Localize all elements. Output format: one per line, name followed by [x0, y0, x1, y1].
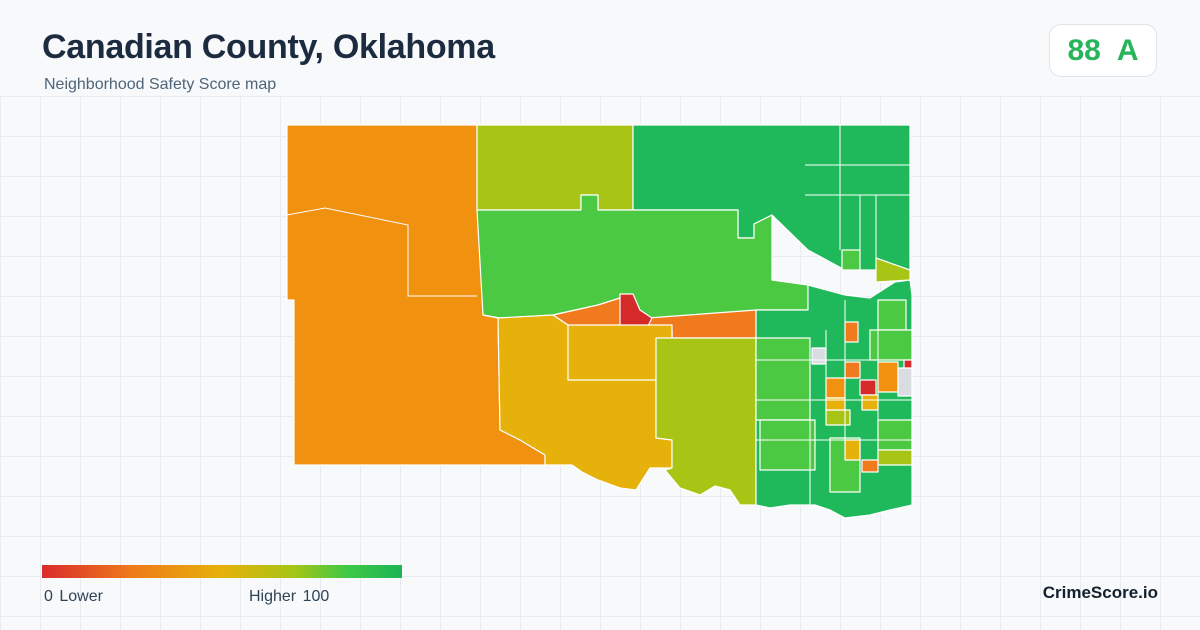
southeast-region[interactable]	[655, 337, 757, 506]
page-subtitle: Neighborhood Safety Score map	[44, 76, 277, 93]
no-data-tract-2[interactable]	[897, 367, 913, 397]
tract-boundaries	[286, 125, 912, 505]
north-central-region[interactable]	[476, 124, 634, 211]
east-light-green-5[interactable]	[869, 329, 913, 361]
legend-max-value: 100	[302, 588, 330, 605]
east-red-1[interactable]	[859, 379, 877, 396]
legend-min-value: 0	[44, 588, 53, 605]
east-amber-3[interactable]	[861, 394, 879, 411]
brand-logo-text[interactable]: CrimeScore.io	[1042, 583, 1158, 602]
east-orange-4[interactable]	[844, 361, 861, 379]
legend-gradient-bar	[42, 565, 402, 578]
east-light-green-7[interactable]	[841, 249, 861, 271]
east-orange-5[interactable]	[861, 459, 879, 473]
legend-max-label: Higher	[249, 588, 297, 605]
no-data-tract-1[interactable]	[811, 347, 827, 365]
east-yellow-green-1[interactable]	[875, 257, 911, 283]
east-orange-2[interactable]	[877, 361, 899, 393]
score-grade: A	[1116, 33, 1139, 67]
east-light-green-1[interactable]	[755, 337, 811, 421]
east-orange-3[interactable]	[825, 377, 846, 399]
east-light-green-4[interactable]	[877, 299, 907, 331]
legend-low: 0 Lower	[42, 588, 103, 606]
score-badge: 88 A	[1049, 24, 1157, 77]
east-amber-2[interactable]	[844, 439, 861, 461]
legend-high: Higher 100	[249, 588, 331, 606]
east-yellow-green-2[interactable]	[825, 409, 851, 426]
score-value: 88	[1067, 33, 1101, 67]
east-yellow-green-3[interactable]	[877, 449, 913, 466]
page-title: Canadian County, Oklahoma	[42, 28, 495, 66]
east-light-green-2[interactable]	[759, 419, 816, 471]
east-orange-1[interactable]	[844, 321, 859, 343]
east-light-green-6[interactable]	[877, 419, 913, 451]
legend-min-label: Lower	[59, 588, 103, 605]
